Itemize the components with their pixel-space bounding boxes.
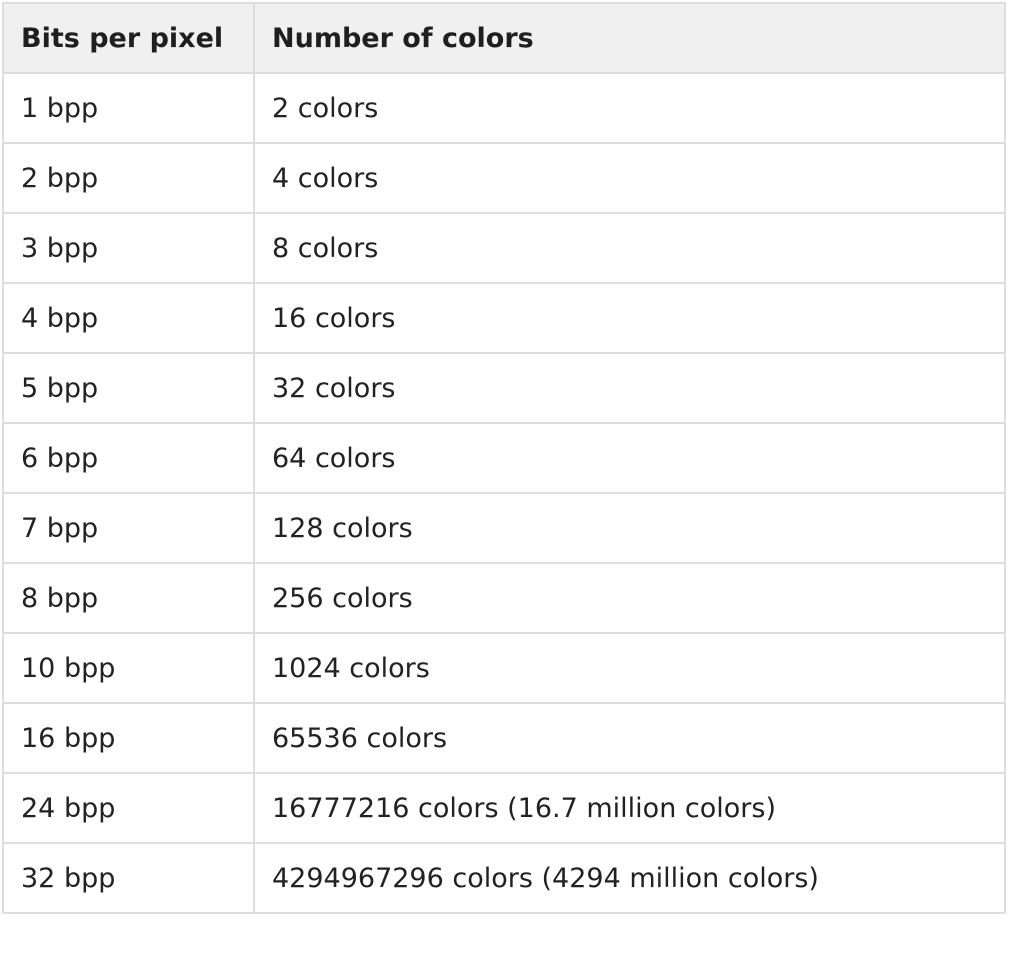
number-of-colors-cell: 16777216 colors (16.7 million colors) bbox=[253, 772, 1006, 844]
bits-per-pixel-cell: 3 bpp bbox=[2, 212, 255, 284]
header-row: Bits per pixel Number of colors bbox=[2, 2, 1006, 74]
number-of-colors-cell: 256 colors bbox=[253, 562, 1006, 634]
bits-per-pixel-cell: 24 bpp bbox=[2, 772, 255, 844]
number-of-colors-cell: 32 colors bbox=[253, 352, 1006, 424]
table-header: Bits per pixel Number of colors bbox=[2, 2, 1006, 74]
bits-per-pixel-cell: 2 bpp bbox=[2, 142, 255, 214]
table-row: 4 bpp 16 colors bbox=[2, 282, 1006, 354]
table-row: 6 bpp 64 colors bbox=[2, 422, 1006, 494]
number-of-colors-cell: 1024 colors bbox=[253, 632, 1006, 704]
table-row: 8 bpp 256 colors bbox=[2, 562, 1006, 634]
table-row: 7 bpp 128 colors bbox=[2, 492, 1006, 564]
bits-per-pixel-cell: 10 bpp bbox=[2, 632, 255, 704]
table-row: 3 bpp 8 colors bbox=[2, 212, 1006, 284]
bits-per-pixel-cell: 6 bpp bbox=[2, 422, 255, 494]
number-of-colors-cell: 4 colors bbox=[253, 142, 1006, 214]
number-of-colors-cell: 2 colors bbox=[253, 72, 1006, 144]
table-row: 5 bpp 32 colors bbox=[2, 352, 1006, 424]
table-row: 24 bpp 16777216 colors (16.7 million col… bbox=[2, 772, 1006, 844]
bits-per-pixel-cell: 1 bpp bbox=[2, 72, 255, 144]
number-of-colors-cell: 128 colors bbox=[253, 492, 1006, 564]
header-number-of-colors: Number of colors bbox=[253, 2, 1006, 74]
bits-per-pixel-cell: 4 bpp bbox=[2, 282, 255, 354]
number-of-colors-cell: 8 colors bbox=[253, 212, 1006, 284]
bits-per-pixel-cell: 16 bpp bbox=[2, 702, 255, 774]
table-row: 1 bpp 2 colors bbox=[2, 72, 1006, 144]
number-of-colors-cell: 65536 colors bbox=[253, 702, 1006, 774]
table-row: 2 bpp 4 colors bbox=[2, 142, 1006, 214]
table-row: 32 bpp 4294967296 colors (4294 million c… bbox=[2, 842, 1006, 914]
table-row: 16 bpp 65536 colors bbox=[2, 702, 1006, 774]
bits-per-pixel-cell: 5 bpp bbox=[2, 352, 255, 424]
number-of-colors-cell: 64 colors bbox=[253, 422, 1006, 494]
table-row: 10 bpp 1024 colors bbox=[2, 632, 1006, 704]
bpp-colors-table: Bits per pixel Number of colors 1 bpp 2 … bbox=[2, 2, 1006, 914]
bits-per-pixel-cell: 8 bpp bbox=[2, 562, 255, 634]
bits-per-pixel-cell: 7 bpp bbox=[2, 492, 255, 564]
header-bits-per-pixel: Bits per pixel bbox=[2, 2, 255, 74]
number-of-colors-cell: 4294967296 colors (4294 million colors) bbox=[253, 842, 1006, 914]
table-body: 1 bpp 2 colors 2 bpp 4 colors 3 bpp 8 co… bbox=[2, 72, 1006, 914]
bits-per-pixel-cell: 32 bpp bbox=[2, 842, 255, 914]
number-of-colors-cell: 16 colors bbox=[253, 282, 1006, 354]
